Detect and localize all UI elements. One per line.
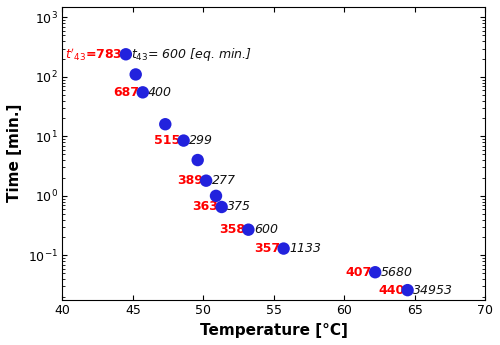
Point bbox=[138, 90, 146, 95]
Point bbox=[122, 51, 130, 57]
Text: 1133: 1133 bbox=[289, 242, 321, 255]
Point bbox=[194, 157, 202, 163]
Y-axis label: Time [min.]: Time [min.] bbox=[7, 104, 22, 203]
Text: $t_{43}$= 600 [eq. min.]: $t_{43}$= 600 [eq. min.] bbox=[131, 46, 252, 63]
Text: 34953: 34953 bbox=[413, 284, 453, 297]
Text: 358: 358 bbox=[220, 223, 246, 236]
Point bbox=[162, 121, 170, 127]
Text: 687: 687 bbox=[114, 86, 140, 99]
Text: 5680: 5680 bbox=[380, 266, 412, 279]
Text: 363: 363 bbox=[192, 200, 218, 214]
Point bbox=[132, 72, 140, 77]
Text: 277: 277 bbox=[212, 174, 236, 187]
Point bbox=[218, 204, 226, 210]
Text: $t'_{43}$=783: $t'_{43}$=783 bbox=[65, 46, 122, 62]
Point bbox=[280, 246, 287, 251]
Text: 299: 299 bbox=[189, 134, 213, 147]
Text: 600: 600 bbox=[254, 223, 278, 236]
Text: 389: 389 bbox=[177, 174, 203, 187]
Text: 407: 407 bbox=[346, 266, 372, 279]
Text: 375: 375 bbox=[227, 200, 251, 214]
Text: 515: 515 bbox=[154, 134, 180, 147]
Point bbox=[371, 269, 379, 275]
Point bbox=[202, 178, 210, 184]
Point bbox=[404, 287, 411, 293]
X-axis label: Temperature [°C]: Temperature [°C] bbox=[200, 323, 348, 338]
Point bbox=[244, 227, 252, 233]
Text: 440: 440 bbox=[378, 284, 404, 297]
Text: 357: 357 bbox=[254, 242, 280, 255]
Point bbox=[180, 138, 188, 143]
Text: 400: 400 bbox=[148, 86, 172, 99]
Point bbox=[212, 193, 220, 199]
